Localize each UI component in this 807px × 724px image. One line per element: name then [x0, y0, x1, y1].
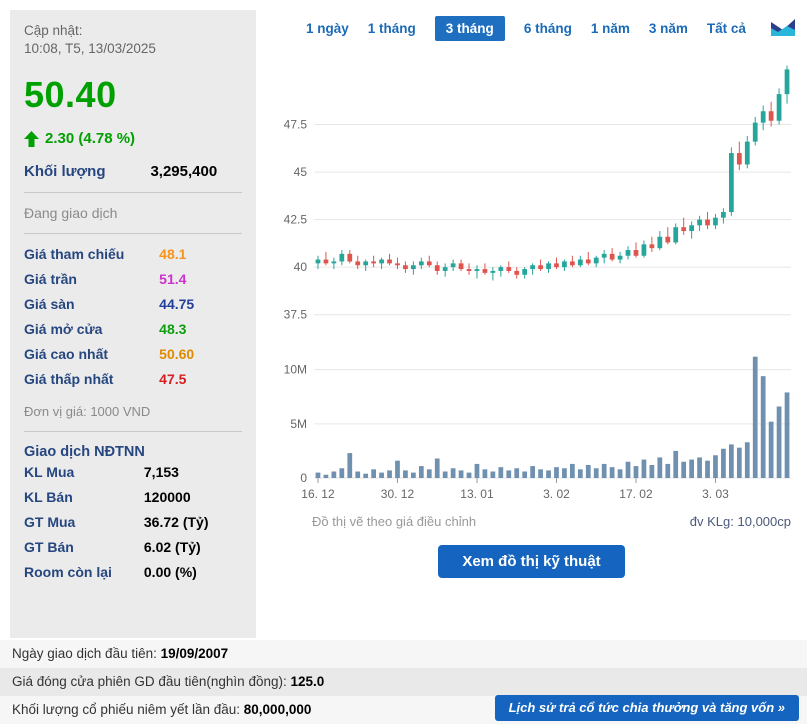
price-row-high: Giá cao nhất 50.60: [24, 346, 242, 371]
adjusted-price-note: Đồ thị vẽ theo giá điều chỉnh: [312, 514, 477, 529]
svg-text:30. 12: 30. 12: [381, 487, 415, 501]
tab-1-ngay[interactable]: 1 ngày: [306, 20, 349, 36]
price-row-label: Giá tham chiếu: [24, 246, 125, 262]
divider: [24, 192, 242, 193]
svg-text:45: 45: [294, 165, 308, 179]
price-row-value: 50.60: [159, 346, 195, 362]
price-change-row: 2.30 (4.78 %): [24, 130, 242, 147]
update-timestamp: 10:08, T5, 13/03/2025: [24, 41, 156, 56]
foreign-row-value: 7,153: [143, 464, 179, 480]
tab-3-thang[interactable]: 3 tháng: [434, 15, 505, 41]
foreign-row-label: Room còn lại: [24, 564, 112, 580]
price-row-value: 48.3: [159, 321, 187, 337]
svg-text:42.5: 42.5: [284, 213, 308, 227]
price-row-label: Giá trần: [24, 271, 77, 287]
info-label: Giá đóng cửa phiên GD đầu tiên(nghìn đồn…: [12, 674, 291, 689]
price-row-open: Giá mở cửa 48.3: [24, 321, 242, 346]
svg-text:17. 02: 17. 02: [619, 487, 653, 501]
session-status: Đang giao dịch: [24, 205, 118, 221]
price-row-value: 51.4: [159, 271, 187, 287]
svg-text:37.5: 37.5: [284, 308, 308, 322]
up-arrow-icon: [24, 130, 39, 147]
price-row-floor: Giá sàn 44.75: [24, 296, 242, 321]
listing-info-section: Ngày giao dịch đầu tiên: 19/09/2007 Giá …: [0, 640, 807, 724]
tab-6-thang[interactable]: 6 tháng: [523, 20, 572, 36]
current-price: 50.40: [24, 74, 117, 115]
foreign-row-buy-value: GT Mua 36.72 (Tỷ): [24, 514, 242, 539]
svg-text:10M: 10M: [284, 363, 307, 377]
foreign-row-buy-volume: KL Mua 7,153: [24, 464, 242, 489]
price-row-label: Giá sàn: [24, 296, 75, 312]
update-label: Cập nhật:: [24, 23, 83, 38]
foreign-trading-title: Giao dịch NĐTNN: [24, 444, 145, 460]
price-row-value: 48.1: [159, 246, 187, 262]
tab-1-thang[interactable]: 1 tháng: [367, 20, 416, 36]
volume-unit-note: đv KLg: 10,000cp: [689, 514, 791, 529]
provider-logo-icon: [769, 18, 797, 38]
first-trading-day-row: Ngày giao dịch đầu tiên: 19/09/2007: [0, 640, 807, 668]
svg-text:0: 0: [300, 471, 307, 485]
dividend-history-button[interactable]: Lịch sử trả cổ tức chia thưởng và tăng v…: [494, 695, 799, 721]
foreign-row-value: 0.00 (%): [143, 564, 197, 580]
svg-text:13. 01: 13. 01: [460, 487, 494, 501]
foreign-row-label: GT Mua: [24, 514, 76, 530]
tab-3-nam[interactable]: 3 năm: [648, 20, 688, 36]
period-tabs: 1 ngày 1 tháng 3 tháng 6 tháng 1 năm 3 n…: [266, 14, 797, 42]
foreign-row-sell-volume: KL Bán 120000: [24, 489, 242, 514]
price-row-label: Giá cao nhất: [24, 346, 109, 362]
foreign-row-label: KL Mua: [24, 464, 75, 480]
tab-1-nam[interactable]: 1 năm: [590, 20, 630, 36]
price-row-label: Giá thấp nhất: [24, 371, 114, 387]
info-label: Ngày giao dịch đầu tiên:: [12, 646, 161, 661]
foreign-row-value: 120000: [143, 489, 191, 505]
foreign-row-value: 36.72 (Tỷ): [143, 514, 209, 530]
price-row-value: 44.75: [159, 296, 195, 312]
foreign-row-label: KL Bán: [24, 489, 73, 505]
info-value: 125.0: [290, 674, 325, 689]
volume-label: Khối lượng: [24, 163, 106, 180]
price-change-value: 2.30 (4.78 %): [45, 130, 136, 147]
svg-text:47.5: 47.5: [284, 118, 308, 132]
volume-row: Khối lượng 3,295,400: [24, 163, 242, 180]
price-unit-note: Đơn vị giá: 1000 VND: [24, 404, 151, 419]
first-close-price-row: Giá đóng cửa phiên GD đầu tiên(nghìn đồn…: [0, 668, 807, 696]
svg-text:3. 03: 3. 03: [702, 487, 729, 501]
svg-text:16. 12: 16. 12: [301, 487, 335, 501]
price-row-label: Giá mở cửa: [24, 321, 103, 337]
svg-text:5M: 5M: [290, 417, 307, 431]
foreign-row-sell-value: GT Bán 6.02 (Tỷ): [24, 539, 242, 564]
volume-value: 3,295,400: [150, 163, 218, 180]
chart-caption-row: Đồ thị vẽ theo giá điều chỉnh đv KLg: 10…: [266, 514, 797, 529]
divider: [24, 233, 242, 234]
foreign-row-value: 6.02 (Tỷ): [143, 539, 201, 555]
svg-text:3. 02: 3. 02: [543, 487, 570, 501]
info-value: 80,000,000: [243, 702, 312, 717]
foreign-row-label: GT Bán: [24, 539, 74, 555]
price-row-reference: Giá tham chiếu 48.1: [24, 246, 242, 271]
quote-panel: Cập nhật: 10:08, T5, 13/03/2025 50.40 2.…: [10, 10, 256, 638]
price-row-low: Giá thấp nhất 47.5: [24, 371, 242, 396]
divider: [24, 431, 242, 432]
tab-tat-ca[interactable]: Tất cả: [706, 20, 746, 36]
price-volume-chart[interactable]: 37.5 40 42.5 45 47.5 0 5M 10M 16. 12 30. 12 13. 01…: [266, 50, 797, 508]
initial-listed-shares-row: Khối lượng cổ phiếu niêm yết lần đầu: 80…: [0, 695, 807, 724]
svg-text:40: 40: [294, 260, 308, 274]
chart-column: 1 ngày 1 tháng 3 tháng 6 tháng 1 năm 3 n…: [266, 14, 797, 578]
price-row-value: 47.5: [159, 371, 187, 387]
price-row-ceiling: Giá trần 51.4: [24, 271, 242, 296]
info-value: 19/09/2007: [160, 646, 229, 661]
view-technical-chart-button[interactable]: Xem đồ thị kỹ thuật: [438, 545, 625, 578]
info-label: Khối lượng cổ phiếu niêm yết lần đầu:: [12, 702, 244, 717]
foreign-row-room-left: Room còn lại 0.00 (%): [24, 564, 242, 589]
